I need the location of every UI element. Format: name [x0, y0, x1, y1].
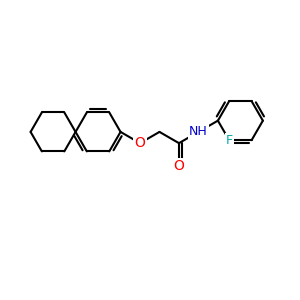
Text: O: O — [173, 159, 184, 172]
Text: O: O — [135, 136, 146, 150]
Text: NH: NH — [189, 125, 208, 138]
Text: F: F — [226, 134, 233, 147]
